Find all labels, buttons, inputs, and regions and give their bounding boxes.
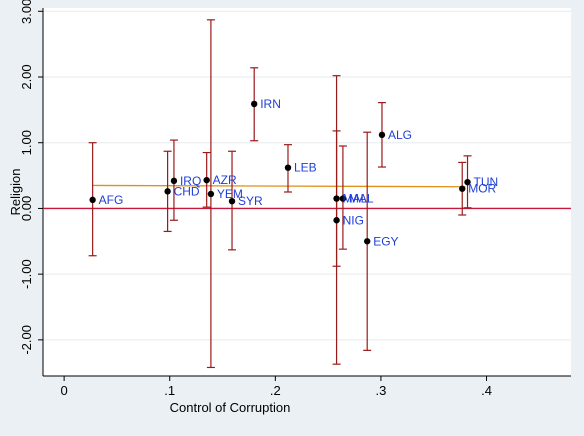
fit-line	[92, 184, 466, 188]
y-tick-label: -1.00	[19, 259, 34, 289]
data-point	[228, 198, 236, 205]
x-tick-label: 0	[61, 383, 68, 398]
data-point	[363, 238, 371, 245]
data-point	[203, 176, 210, 184]
data-point	[89, 196, 96, 204]
x-tick-label: .2	[270, 383, 281, 398]
y-tick-label: 1.00	[19, 130, 34, 155]
y-tick-label: 3.00	[19, 0, 34, 24]
point-label: IRQ	[180, 174, 201, 188]
axes: -2.00 -1.00 0.00 1.00 2.00 3.00 0 .1 .2 .3 .4	[19, 0, 571, 398]
point-label: ALG	[388, 128, 412, 142]
point-label: TUN	[474, 175, 499, 189]
data-point	[333, 217, 340, 224]
data-point	[333, 195, 340, 202]
data-point	[378, 131, 386, 139]
x-axis-title: Control of Corruption	[170, 400, 291, 415]
point-label: SYR	[238, 194, 263, 208]
point-label: EGY	[373, 234, 398, 248]
fit-line-layer	[43, 184, 571, 210]
data-point	[164, 188, 171, 195]
y-axis-title: Religion	[8, 169, 23, 216]
point-label: MOR	[468, 182, 496, 196]
x-tick-label: .1	[164, 383, 175, 398]
data-point	[170, 177, 178, 185]
data-point	[459, 185, 466, 192]
point-label: AFG	[99, 193, 124, 207]
point-label: MAL	[349, 192, 374, 206]
point-label: NIG	[343, 213, 364, 227]
point-label: YEM	[217, 187, 243, 201]
data-point	[251, 100, 258, 108]
point-label: IRN	[260, 97, 281, 111]
x-tick-label: .3	[375, 383, 386, 398]
data-point	[464, 178, 471, 186]
data-points	[89, 100, 471, 245]
y-tick-label: 2.00	[19, 64, 34, 89]
x-tick-label: .4	[481, 383, 492, 398]
data-point	[339, 195, 347, 202]
data-point	[207, 190, 215, 198]
y-tick-label: -2.00	[19, 325, 34, 355]
data-point	[284, 164, 292, 171]
point-label: LEB	[294, 161, 317, 175]
y-tick-label: 0.00	[19, 196, 34, 221]
point-label: CHD	[174, 184, 200, 198]
plot-area	[43, 8, 571, 376]
point-label: MAL	[343, 192, 368, 206]
point-label: AZR	[213, 173, 237, 187]
